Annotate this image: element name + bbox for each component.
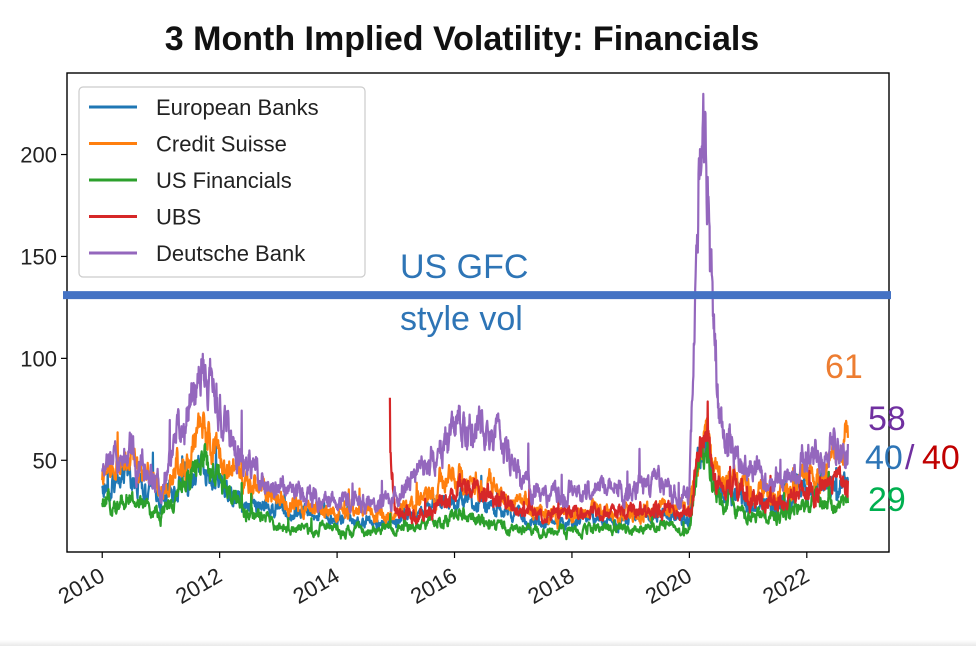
annotation-deutsche-bank: 58 [868, 400, 906, 438]
legend-box [78, 86, 366, 278]
y-tick-label: 100 [20, 346, 57, 371]
y-tick-label: 150 [20, 244, 57, 269]
legend-label: European Banks [156, 95, 319, 120]
series-group [101, 92, 849, 541]
reference-label-line-1: US GFC [400, 248, 528, 286]
chart-title: 3 Month Implied Volatility: Financials [165, 20, 759, 58]
annotation-credit-suisse: 61 [825, 348, 863, 386]
y-tick-label: 200 [20, 143, 57, 168]
legend-label: Deutsche Bank [156, 241, 306, 266]
annotation-separator: / [905, 439, 915, 477]
reference-label-line-2: style vol [400, 300, 523, 338]
series-line [101, 92, 849, 515]
legend-label: Credit Suisse [156, 132, 287, 157]
legend-label: UBS [156, 205, 201, 230]
x-tick-label: 2018 [524, 563, 579, 609]
legend-label: US Financials [156, 168, 292, 193]
series-line [101, 432, 849, 534]
x-tick-label: 2010 [54, 563, 109, 609]
legend: European Banks Credit Suisse US Financials… [78, 86, 366, 278]
frame-edge [0, 640, 976, 646]
x-tick-label: 2014 [289, 563, 344, 609]
x-tick-label: 2016 [406, 563, 461, 609]
annotation-us-financials: 29 [868, 481, 906, 519]
x-tick-label: 2012 [171, 563, 226, 609]
plot-area: 50 100 150 200 2010 2012 2014 2016 2018 2020 2022 U… [20, 72, 891, 609]
annotation-ubs: 40 [922, 439, 960, 477]
axes-frame [66, 72, 890, 553]
series-line [388, 397, 849, 525]
x-tick-label: 2020 [641, 563, 696, 609]
series-line [101, 425, 849, 541]
x-tick-label: 2022 [758, 563, 813, 609]
y-tick-label: 50 [33, 448, 57, 473]
annotation-european-banks: 40 [865, 439, 903, 477]
